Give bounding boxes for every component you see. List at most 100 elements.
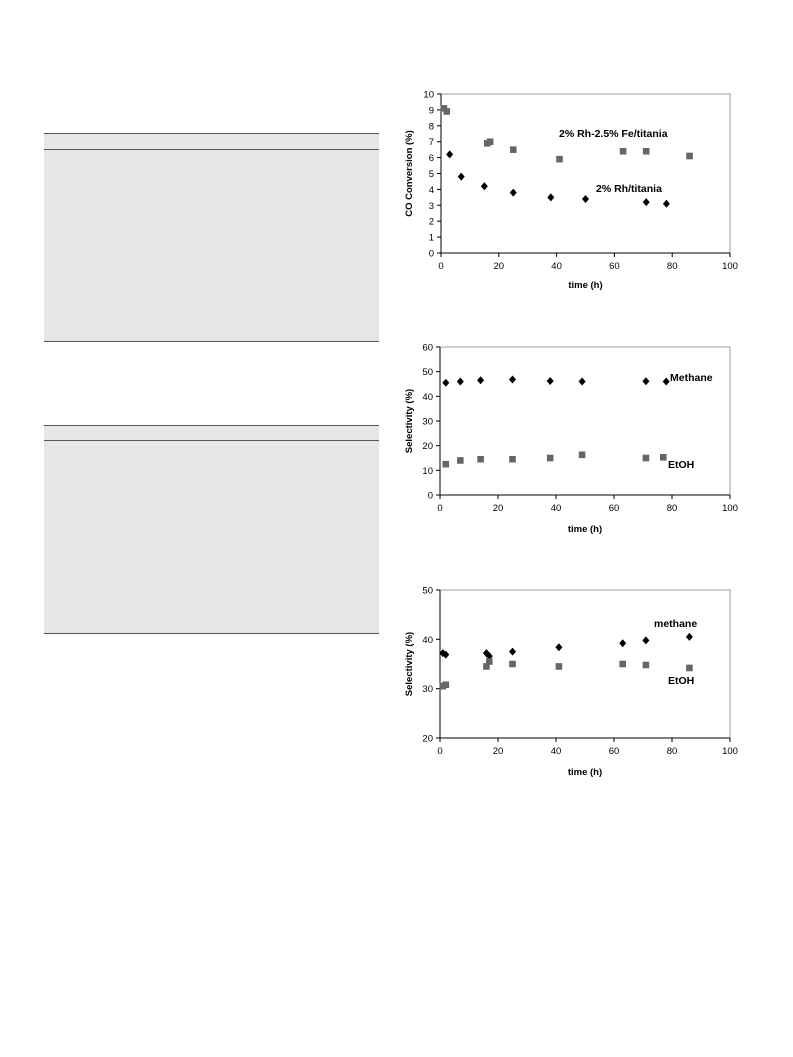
diamond-point: [456, 377, 464, 386]
square-point: [660, 453, 667, 461]
square-point: [443, 108, 451, 115]
diamond-point: [555, 643, 563, 652]
selectivity-chart-1: 0 20 40 60 80 100 0 10 20 30 40 50 60 time (h) Sele…: [404, 343, 738, 536]
x-tick-labels: 0 20 40 60 80 100: [438, 261, 738, 272]
y-tick-label: 50: [422, 367, 433, 378]
diamond-point: [485, 652, 493, 661]
x-axis-title: time (h): [568, 767, 602, 778]
square-point: [546, 454, 554, 462]
diamond-point: [547, 193, 555, 202]
y-tick-label: 0: [428, 491, 433, 502]
x-axis-title: time (h): [568, 524, 602, 535]
y-tick-label: 9: [429, 105, 434, 116]
y-tick-labels: 0 10 20 30 40 50 60: [422, 343, 433, 502]
y-tick-label: 10: [423, 90, 434, 101]
co-conversion-chart: 0 20 40 60 80 100 0 1 2 3 4 5 6 7 8 9 10 time (h) CO Co…: [404, 90, 738, 292]
square-point: [483, 663, 490, 670]
diamond-point: [509, 647, 516, 656]
x-tick-label: 40: [551, 503, 562, 514]
diamond-point: [442, 650, 450, 659]
table1-panel: [44, 134, 379, 341]
x-tick-label: 0: [438, 261, 443, 272]
y-tick-label: 60: [422, 343, 433, 354]
diamond-point: [457, 172, 465, 181]
x-tick-label: 80: [667, 746, 678, 757]
x-tick-label: 80: [667, 261, 678, 272]
square-point: [642, 454, 650, 462]
x-tick-label: 20: [493, 503, 504, 514]
square-point: [555, 663, 563, 670]
diamond-point: [477, 376, 485, 385]
x-tick-label: 100: [722, 261, 738, 272]
y-tick-label: 0: [429, 249, 434, 260]
y-tick-label: 40: [422, 635, 433, 646]
x-tick-label: 20: [494, 261, 505, 272]
square-point: [619, 147, 627, 155]
y-tick-labels: 0 1 2 3 4 5 6 7 8 9 10: [423, 90, 434, 260]
x-tick-label: 60: [609, 261, 620, 272]
series-label-etoh: EtOH: [668, 675, 694, 687]
diamond-point: [442, 378, 450, 387]
table2-bottom-rule: [44, 633, 379, 634]
y-tick-label: 20: [422, 441, 433, 452]
table1-header-rule: [44, 149, 379, 150]
x-tick-label: 40: [551, 746, 562, 757]
x-tick-label: 0: [437, 746, 442, 757]
y-tick-label: 50: [422, 586, 433, 597]
diamond-point: [509, 188, 517, 197]
series-label-methane: methane: [654, 618, 697, 630]
series-label-rh: 2% Rh/titania: [596, 183, 662, 195]
plot-area: [437, 93, 731, 257]
table2-panel: [44, 426, 379, 633]
table2-top-rule: [44, 425, 379, 426]
selectivity-chart-2: 0 20 40 60 80 100 20 30 40 50 time (h) Selectivi…: [404, 586, 738, 779]
diamond-point: [446, 150, 454, 159]
y-tick-label: 7: [429, 137, 434, 148]
y-axis-title: CO Conversion (%): [404, 130, 415, 217]
y-tick-label: 10: [422, 466, 433, 477]
plot-frame: [439, 346, 731, 496]
x-tick-label: 40: [551, 261, 562, 272]
diamond-point: [582, 194, 589, 203]
y-tick-label: 4: [429, 185, 434, 196]
y-tick-label: 2: [429, 217, 434, 228]
series-label-rh-fe: 2% Rh-2.5% Fe/titania: [559, 128, 668, 140]
table1-top-rule: [44, 133, 379, 134]
diamond-point: [642, 377, 650, 386]
series-label-methane: Methane: [670, 372, 713, 384]
square-point: [642, 661, 650, 669]
x-tick-labels: 0 20 40 60 80 100: [437, 503, 738, 514]
diamond-point: [619, 639, 627, 648]
square-point: [556, 155, 563, 163]
plot-frame: [440, 93, 731, 254]
y-tick-label: 3: [429, 201, 434, 212]
table2-header-rule: [44, 440, 379, 441]
x-tick-label: 60: [609, 503, 620, 514]
square-point: [578, 451, 586, 459]
diamond-point: [509, 375, 516, 384]
y-axis-title: Selectivity (%): [404, 389, 415, 453]
diamond-point: [685, 632, 693, 641]
diamond-point: [642, 198, 650, 207]
x-tick-label: 20: [493, 746, 504, 757]
square-point: [457, 457, 464, 464]
square-point: [686, 664, 693, 672]
diamond-point: [480, 182, 488, 191]
x-tick-label: 100: [722, 503, 738, 514]
square-point: [442, 681, 450, 689]
plot-area: [436, 346, 731, 499]
square-point: [486, 138, 494, 145]
x-tick-label: 100: [722, 746, 738, 757]
diamond-point: [546, 377, 554, 386]
y-tick-label: 40: [422, 392, 433, 403]
square-point: [486, 658, 493, 665]
y-tick-label: 20: [422, 734, 433, 745]
square-point: [477, 455, 484, 463]
square-point: [619, 660, 626, 668]
x-axis-title: time (h): [568, 280, 602, 291]
square-point: [642, 147, 650, 155]
y-tick-label: 5: [429, 169, 434, 180]
y-axis-title: Selectivity (%): [404, 632, 415, 696]
square-point: [509, 455, 516, 463]
y-tick-label: 30: [422, 417, 433, 428]
